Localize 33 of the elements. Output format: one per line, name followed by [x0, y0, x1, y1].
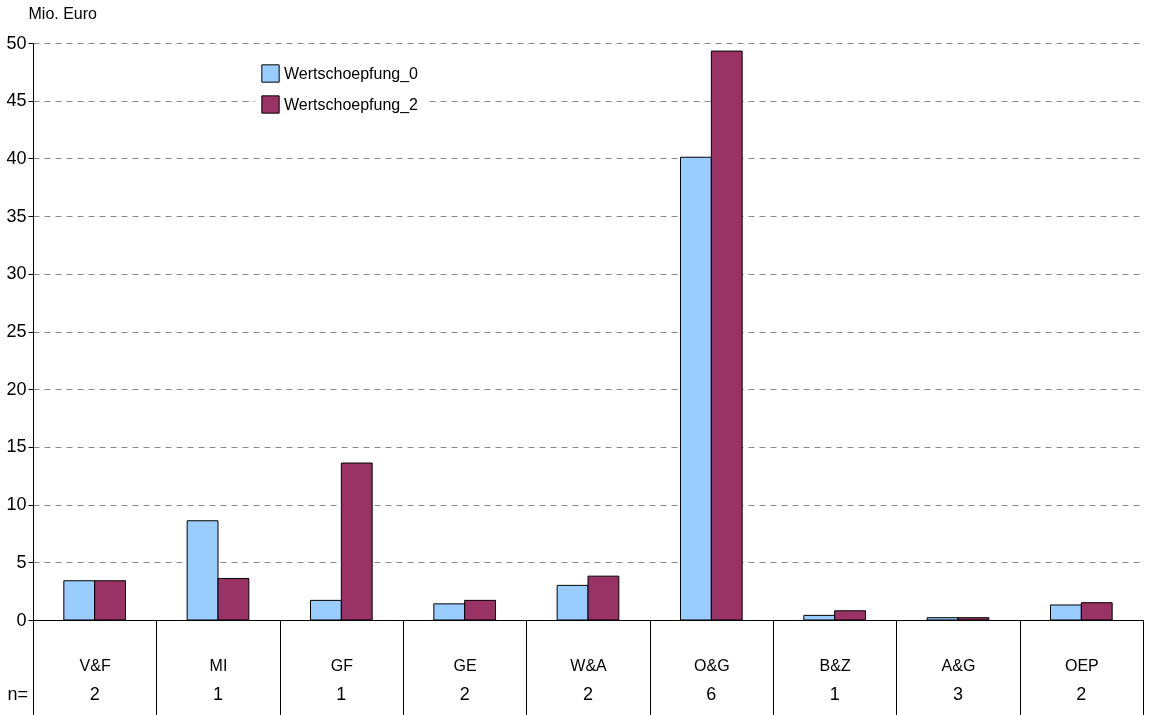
text: 6 [706, 684, 717, 704]
text: 2 [582, 684, 594, 704]
y-tick-label: 25 [6, 321, 27, 341]
x-tick-label: MI [209, 656, 228, 674]
y-tick-label: 35 [6, 205, 27, 226]
legend-label: Wertschoepfung_2 [284, 95, 419, 114]
x-tick-label: OEP [1064, 656, 1099, 674]
text: n= [7, 684, 28, 704]
y-tick-label: 15 [6, 436, 27, 457]
y-tick-label: 0 [16, 609, 27, 630]
y-tick-label: 20 [6, 378, 27, 399]
x-tick-label: B&Z [819, 656, 851, 674]
text: 1 [829, 684, 840, 704]
y-tick-label: 10 [6, 494, 27, 515]
text: 1 [336, 684, 347, 704]
y-tick-label: 5 [16, 551, 27, 572]
y-tick-label: 30 [6, 263, 27, 284]
y-tick-label: 40 [6, 147, 27, 168]
x-tick-label: O&G [694, 656, 730, 674]
text: 2 [459, 684, 470, 704]
text: 2 [1076, 684, 1087, 704]
text: 2 [89, 684, 100, 704]
x-tick-label: GE [453, 656, 477, 674]
text: 1 [212, 684, 224, 704]
y-tick-label: 50 [6, 32, 27, 53]
x-tick-label: W&A [570, 656, 608, 674]
y-axis-title: Mio. Euro [28, 4, 98, 22]
text: 3 [952, 684, 964, 704]
y-tick-label: 45 [6, 90, 27, 111]
legend-label: Wertschoepfung_0 [284, 64, 419, 83]
x-tick-label: A&G [941, 656, 976, 674]
x-tick-label: GF [330, 656, 354, 674]
x-tick-label: V&F [79, 656, 111, 674]
